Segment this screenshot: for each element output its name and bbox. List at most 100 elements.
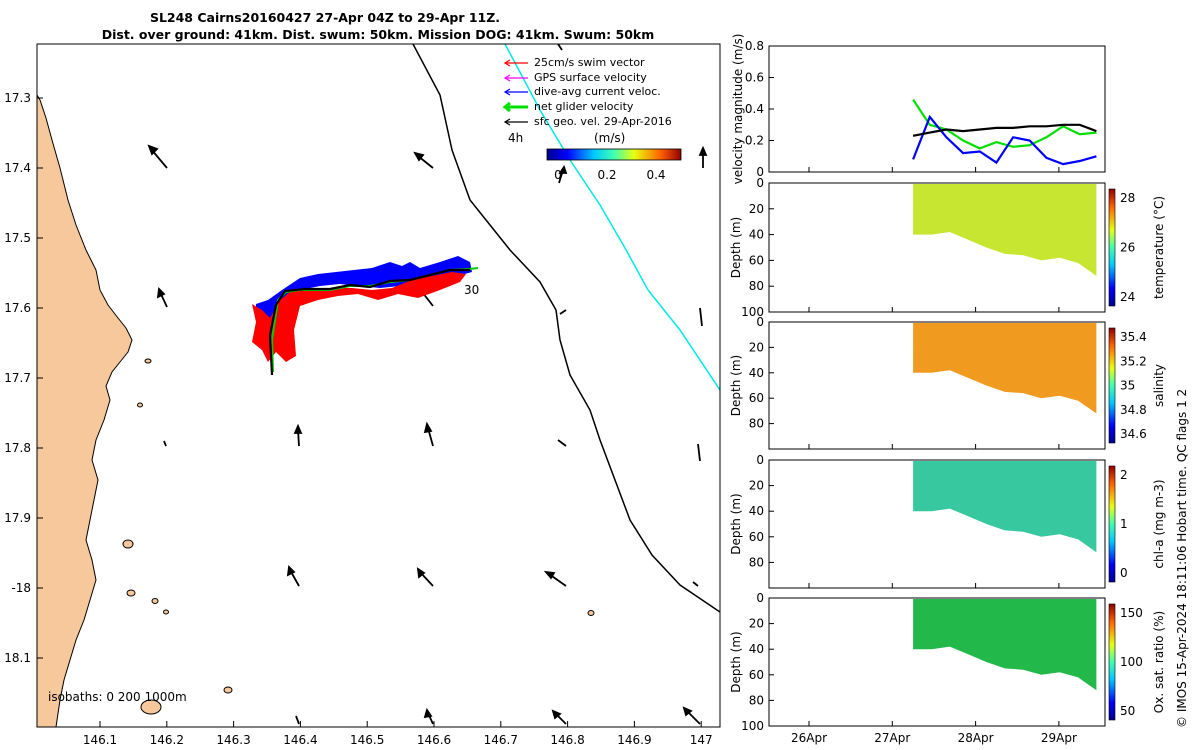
chla-section-data (913, 461, 1097, 553)
salinity-colorbar-tick-label: 35.2 (1120, 354, 1147, 368)
velocity-y-tick-label: 0 (756, 165, 764, 179)
map-lat-tick-label: 17.5 (4, 231, 31, 245)
temperature-y-tick-label: 40 (749, 228, 764, 242)
map-lon-tick-label: 146.1 (83, 733, 117, 747)
figure-title-line2: Dist. over ground: 41km. Dist. swum: 50k… (102, 27, 655, 42)
salinity-colorbar-tick-label: 35.4 (1120, 330, 1147, 344)
chla-colorbar-tick-label: 2 (1120, 468, 1128, 482)
velocity-y-tick-label: 0.6 (745, 71, 764, 85)
salinity-y-tick-label: 60 (749, 391, 764, 405)
legend-label-swim: 25cm/s swim vector (534, 56, 645, 69)
map-lat-tick-label: 17.3 (4, 91, 31, 105)
velocity-y-tick-label: 0.8 (745, 39, 764, 53)
salinity-y-tick-label: 20 (749, 340, 764, 354)
legend-swim-vector: 25cm/s swim vector (503, 56, 645, 69)
glider-track-vectors (252, 256, 479, 376)
chla-colorbar-tick-label: 1 (1120, 517, 1128, 531)
legend-label-sfc: sfc geo. vel. 29-Apr-2016 (534, 115, 672, 128)
legend-label-net: net glider velocity (534, 100, 634, 113)
date-tick-label: 26Apr (791, 731, 827, 745)
temperature-y-tick-label: 60 (749, 253, 764, 267)
oxygen-y-tick-label: 20 (749, 617, 764, 631)
chla-y-tick-label: 20 (749, 479, 764, 493)
oxygen-y-tick-label: 40 (749, 642, 764, 656)
oxygen-colorbar (1108, 603, 1116, 721)
legend-dive-avg: dive-avg current veloc. (503, 85, 661, 98)
oxygen-y-tick-label: 100 (741, 719, 764, 733)
oxygen-y-tick-label: 80 (749, 693, 764, 707)
map-lat-tick-label: -18 (11, 581, 31, 595)
section-panel-oxygen: 0 20 40 60 80 100 Depth (m) 50 100 150 Ox. sat. ra… (729, 591, 1166, 733)
colorbar-tick-0: 0 (554, 168, 562, 182)
salinity-colorbar-tick-label: 35 (1120, 379, 1135, 393)
velocity-series-line-2 (912, 123, 1097, 137)
isobath-1000m (504, 44, 720, 391)
velocity-y-axis-label: velocity magnitude (m/s) (731, 34, 745, 185)
legend-gps-velocity: GPS surface velocity (503, 71, 647, 84)
oxygen-y-tick-label: 60 (749, 668, 764, 682)
chla-y-axis-label: Depth (m) (729, 493, 743, 554)
temperature-y-tick-label: 100 (741, 305, 764, 319)
oxygen-y-axis-label: Depth (m) (729, 631, 743, 692)
speed-colorbar (546, 148, 682, 161)
colorbar-tick-2: 0.4 (646, 168, 665, 182)
temperature-colorbar-tick-label: 28 (1120, 191, 1135, 205)
isobath-200m (412, 44, 720, 613)
oxygen-section-data (913, 599, 1097, 691)
salinity-y-tick-label: 0 (756, 315, 764, 329)
velocity-y-tick-label: 0.4 (745, 102, 764, 116)
copyright-text: © IMOS 15-Apr-2024 18:11:06 Hobart time.… (1175, 389, 1189, 728)
map-lat-tick-label: 17.7 (4, 371, 31, 385)
chla-y-tick-label: 40 (749, 504, 764, 518)
oxygen-colorbar-tick-label: 50 (1120, 704, 1135, 718)
map-lon-tick-label: 147 (690, 733, 713, 747)
map-lon-tick-label: 146.2 (150, 733, 184, 747)
colorbar-title: (m/s) (594, 131, 625, 145)
chla-colorbar-label: chl-a (mg m-3) (1152, 479, 1166, 568)
map-frame (36, 43, 721, 728)
temperature-colorbar-tick-label: 26 (1120, 241, 1135, 255)
coastline-land (37, 94, 133, 727)
map-lat-tick-label: 17.9 (4, 511, 31, 525)
salinity-colorbar-tick-label: 34.6 (1120, 427, 1147, 441)
temperature-y-tick-label: 20 (749, 202, 764, 216)
colorbar-tick-1: 0.2 (597, 168, 616, 182)
temperature-y-tick-label: 0 (756, 176, 764, 190)
legend-time-label: 4h (508, 131, 523, 145)
track-label: 30 (464, 283, 479, 297)
salinity-colorbar (1108, 327, 1116, 444)
salinity-y-axis-label: Depth (m) (729, 355, 743, 416)
date-tick-label: 27Apr (874, 731, 910, 745)
legend-label-gps: GPS surface velocity (534, 71, 647, 84)
salinity-y-tick-label: 40 (749, 366, 764, 380)
isobaths-label: isobaths: 0 200 1000m (48, 690, 187, 704)
map-lon-tick-label: 146.3 (216, 733, 250, 747)
legend-sfc-geo: sfc geo. vel. 29-Apr-2016 (503, 115, 672, 128)
dive-avg-current-blob (256, 256, 472, 326)
section-panel-chla: 0 20 40 60 80 Depth (m) 0 1 2 chl-a (mg m-3) (729, 453, 1166, 589)
legend-label-dive: dive-avg current veloc. (534, 85, 661, 98)
map-lat-tick-label: 17.8 (4, 441, 31, 455)
section-panel-salinity: 0 20 40 60 80 Depth (m) 34.6 34.8 35 35.2 35.4 sali… (729, 315, 1166, 450)
map-lat-tick-label: 17.6 (4, 301, 31, 315)
map-lat-tick-label: 17.4 (4, 161, 31, 175)
chla-colorbar (1108, 465, 1116, 583)
figure-title-line1: SL248 Cairns20160427 27-Apr 04Z to 29-Ap… (150, 10, 500, 25)
velocity-plot-frame (768, 45, 1106, 173)
chla-y-tick-label: 60 (749, 530, 764, 544)
swim-vector-blob (252, 272, 466, 362)
map-axes-ticks: 146.1 146.2 146.3 146.4 146.5 146.6 146.7 146.8… (4, 91, 712, 747)
glider-path (268, 268, 470, 376)
map-lon-tick-label: 146.4 (283, 733, 317, 747)
section-panel-temperature: 0 20 40 60 80 100 Depth (m) 24 26 28 temperature (… (729, 176, 1166, 319)
chla-y-tick-label: 0 (756, 453, 764, 467)
map-lon-tick-label: 146.6 (417, 733, 451, 747)
temperature-section-data (913, 184, 1097, 276)
temperature-colorbar-label: temperature (°C) (1152, 196, 1166, 299)
velocity-series-line-1 (912, 114, 1097, 166)
legend-net-glider: net glider velocity (502, 100, 634, 113)
salinity-colorbar-label: salinity (1152, 364, 1166, 407)
